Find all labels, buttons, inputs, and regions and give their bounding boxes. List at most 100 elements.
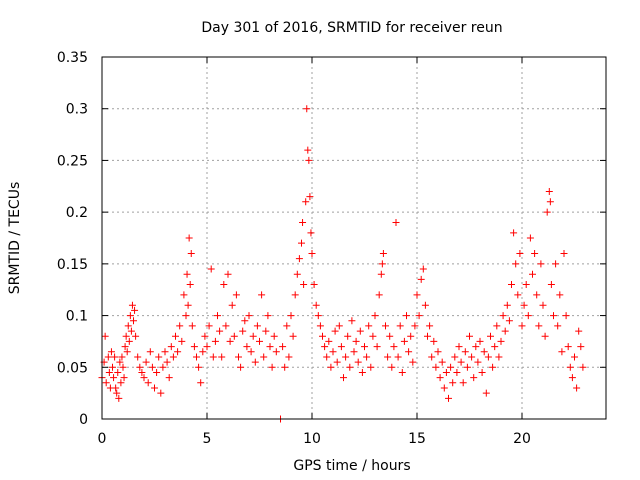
data-point: [279, 343, 287, 351]
data-point: [484, 353, 492, 361]
data-point: [148, 363, 156, 371]
data-point: [411, 322, 419, 330]
data-point: [258, 291, 266, 299]
data-point: [325, 337, 333, 345]
data-point: [130, 317, 137, 325]
data-point: [220, 281, 228, 289]
data-point: [487, 332, 494, 340]
data-point: [199, 348, 207, 356]
data-point: [185, 234, 193, 242]
data-point: [421, 301, 429, 309]
data-point: [550, 312, 557, 320]
data-point: [128, 301, 136, 309]
data-point: [155, 353, 163, 361]
data-point: [478, 368, 486, 376]
data-point: [505, 317, 513, 325]
data-point: [344, 332, 352, 340]
data-point: [453, 368, 461, 376]
data-point: [503, 301, 511, 309]
data-point: [335, 322, 343, 330]
data-point: [165, 374, 173, 382]
data-point: [579, 363, 587, 371]
data-point: [201, 332, 209, 340]
data-point: [415, 312, 423, 320]
data-point: [293, 270, 301, 278]
data-point: [161, 348, 169, 356]
data-point: [482, 389, 490, 397]
data-point: [303, 105, 311, 113]
data-point: [463, 363, 471, 371]
data-point: [382, 322, 389, 330]
data-point: [480, 348, 488, 356]
data-point: [573, 384, 581, 392]
data-point: [112, 384, 120, 392]
data-point: [272, 348, 280, 356]
data-point: [562, 312, 570, 320]
data-point: [499, 312, 507, 320]
data-point: [327, 363, 335, 371]
data-point: [398, 368, 406, 376]
data-point: [312, 301, 320, 309]
y-tick-label: 0.3: [66, 102, 88, 118]
data-point: [417, 275, 425, 283]
data-point: [105, 368, 113, 376]
data-point: [390, 343, 398, 351]
data-point: [228, 301, 236, 309]
data-point: [183, 270, 191, 278]
data-point: [298, 239, 305, 247]
data-point: [305, 156, 313, 164]
data-point: [466, 332, 473, 340]
data-point: [529, 270, 536, 278]
data-point: [365, 322, 373, 330]
data-point: [373, 343, 381, 351]
data-point: [447, 363, 455, 371]
data-point: [407, 332, 415, 340]
data-point: [394, 353, 402, 361]
data-point: [226, 337, 234, 345]
data-point: [508, 281, 515, 289]
data-point: [163, 358, 171, 366]
data-point: [537, 260, 545, 268]
data-point: [120, 374, 128, 382]
data-point: [124, 322, 132, 330]
data-point: [186, 281, 194, 289]
data-point: [222, 322, 230, 330]
data-point: [522, 281, 530, 289]
data-point: [117, 379, 125, 387]
data-point: [116, 358, 124, 366]
data-point: [289, 332, 297, 340]
data-point: [291, 291, 299, 299]
data-point: [371, 312, 379, 320]
chart-title: Day 301 of 2016, SRMTID for receiver reu…: [201, 20, 502, 36]
data-point: [138, 368, 146, 376]
data-point: [239, 327, 247, 335]
data-point: [136, 363, 144, 371]
data-point: [518, 322, 526, 330]
data-point: [356, 327, 364, 335]
x-axis-label: GPS time / hours: [293, 458, 410, 474]
data-point: [531, 250, 539, 258]
data-point: [102, 379, 110, 387]
data-point: [285, 353, 293, 361]
data-point: [337, 343, 345, 351]
data-point: [377, 270, 385, 278]
data-point: [308, 250, 316, 258]
data-point: [566, 363, 574, 371]
data-point: [214, 312, 221, 320]
data-point: [472, 343, 480, 351]
data-point: [539, 301, 547, 309]
data-point: [176, 322, 184, 330]
y-tick-label: 0.15: [57, 257, 88, 273]
data-point: [361, 343, 368, 351]
data-point: [520, 301, 528, 309]
data-point: [159, 363, 167, 371]
data-point: [302, 198, 310, 206]
data-point: [331, 327, 339, 335]
data-point: [304, 146, 312, 154]
data-point: [319, 332, 326, 340]
data-point: [533, 291, 541, 299]
data-point: [434, 348, 442, 356]
data-point: [182, 312, 190, 320]
